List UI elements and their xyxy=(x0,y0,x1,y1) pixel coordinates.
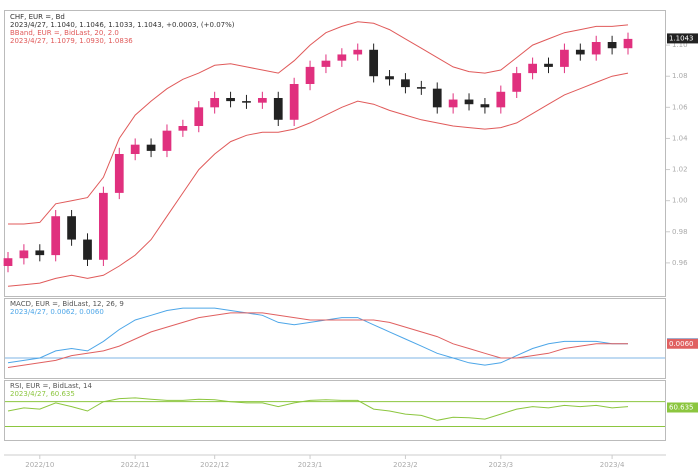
candle-body xyxy=(607,42,617,49)
panel-title: CHF, EUR =, Bd xyxy=(10,13,65,21)
candle-body xyxy=(162,130,172,151)
panel-subtitle: 2023/4/27, 0.0062, 0.0060 xyxy=(10,308,104,316)
line-series xyxy=(7,72,629,287)
overlay-title: BBand, EUR =, BidLast, 20, 2.0 xyxy=(10,29,119,37)
candle-body xyxy=(369,49,379,77)
y-tick-label: 1.02 xyxy=(672,166,688,174)
y-tick-label: 1.04 xyxy=(672,134,688,142)
candle-body xyxy=(289,84,299,120)
x-tick-label: 2023/4 xyxy=(600,461,625,469)
candle-body xyxy=(416,87,426,89)
candle-body xyxy=(146,144,156,151)
x-tick-label: 2022/11 xyxy=(121,461,150,469)
macd-panel xyxy=(4,298,666,379)
candle-body xyxy=(353,49,363,55)
y-tick-label: 1.06 xyxy=(672,103,688,111)
candle-body xyxy=(257,98,267,103)
candle-body xyxy=(51,216,61,256)
candle-body xyxy=(480,104,490,108)
x-tick-label: 2023/1 xyxy=(298,461,323,469)
candle-body xyxy=(99,192,108,260)
line-series xyxy=(7,312,628,368)
y-tick-label: 0.98 xyxy=(672,228,688,236)
candle-body xyxy=(114,154,124,193)
candle-body xyxy=(560,49,569,67)
panel-subtitle: 2023/4/27, 1.1040, 1.1046, 1.1033, 1.104… xyxy=(10,21,235,29)
candle-body xyxy=(337,54,347,61)
y-tick-label: 1.10 xyxy=(672,41,688,49)
candle-body xyxy=(19,250,29,259)
candle-body xyxy=(321,60,331,67)
candle-body xyxy=(432,88,442,108)
candle-body xyxy=(242,101,251,103)
candle-body xyxy=(385,76,394,80)
candle-body xyxy=(496,91,506,108)
y-tick-label: 1.08 xyxy=(672,72,688,80)
candle-body xyxy=(178,126,188,131)
x-tick-label: 2023/3 xyxy=(489,461,514,469)
panel-title: RSI, EUR =, BidLast, 14 xyxy=(10,382,92,390)
x-tick-label: 2023/2 xyxy=(393,461,418,469)
last-value-box xyxy=(667,402,698,413)
candle-body xyxy=(448,99,458,108)
candle-body xyxy=(575,49,585,55)
panel-subtitle: 2023/4/27, 60.635 xyxy=(10,390,75,398)
candle-body xyxy=(512,73,522,92)
candle-body xyxy=(35,250,45,256)
candle-body xyxy=(67,216,76,240)
line-series xyxy=(8,21,629,225)
price-panel xyxy=(4,10,666,297)
rsi-panel xyxy=(4,380,666,441)
candle-body xyxy=(528,63,537,74)
overlay-subtitle: 2023/4/27, 1.1079, 1.0930, 1.0836 xyxy=(10,37,133,45)
last-value-box xyxy=(667,338,698,349)
last-value-label: 0.0060 xyxy=(669,340,694,348)
candle-body xyxy=(464,99,474,105)
panel-title: MACD, EUR =, BidLast, 12, 26, 9 xyxy=(10,300,124,308)
candle-body xyxy=(194,107,204,126)
x-tick-label: 2022/12 xyxy=(200,461,229,469)
candle-body xyxy=(3,258,13,266)
last-value-label: 60.635 xyxy=(669,403,694,411)
candle-body xyxy=(305,66,315,84)
candle-body xyxy=(130,144,140,154)
candle-body xyxy=(623,38,633,49)
y-tick-label: 1.00 xyxy=(672,197,688,205)
candle-body xyxy=(591,42,601,55)
candle-body xyxy=(401,79,410,88)
candle-body xyxy=(544,63,553,67)
last-value-box xyxy=(667,33,698,44)
line-series xyxy=(7,307,628,366)
candle-body xyxy=(83,239,92,260)
candle-body xyxy=(226,98,235,102)
line-series xyxy=(7,397,629,421)
y-tick-label: 0.96 xyxy=(672,259,688,267)
candle-body xyxy=(273,98,283,120)
candle-body xyxy=(210,98,220,108)
last-value-label: 1.1043 xyxy=(669,34,694,42)
x-tick-label: 2022/10 xyxy=(25,461,54,469)
